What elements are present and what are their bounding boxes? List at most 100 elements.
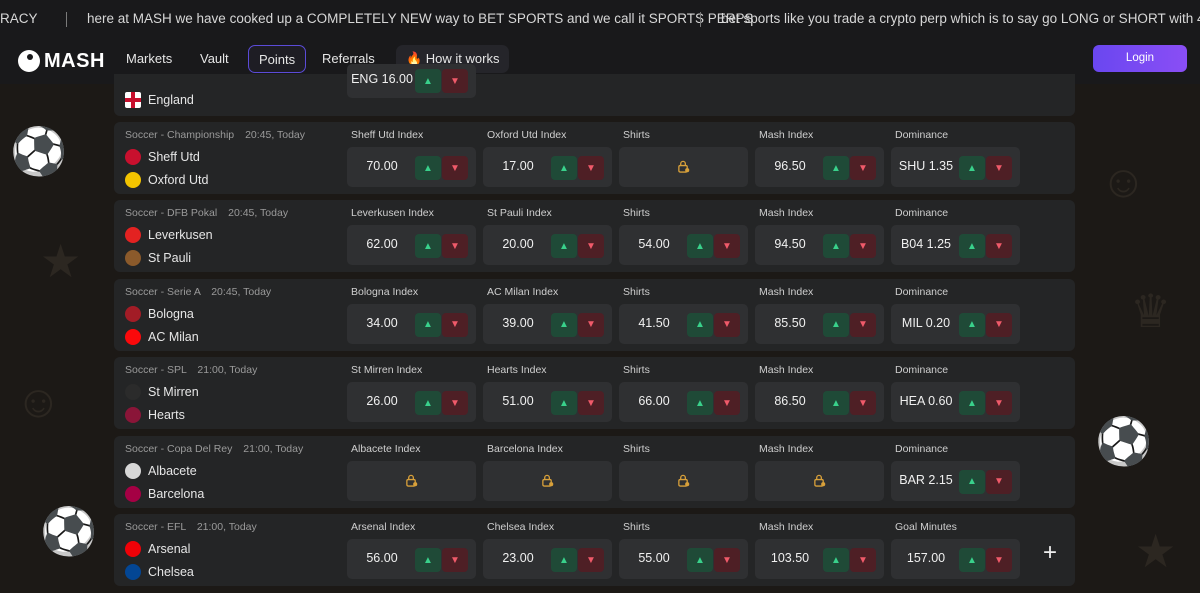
market-column: Mash Index 86.50 ▲ ▼ [755,357,885,429]
long-button[interactable]: ▲ [687,548,713,572]
long-button[interactable]: ▲ [823,156,849,180]
away-team: St Pauli [125,250,191,267]
market-label: Hearts Index [487,364,547,377]
long-button[interactable]: ▲ [959,469,985,494]
short-button[interactable]: ▼ [714,312,740,337]
market-box[interactable]: 17.00 ▲ ▼ [483,147,612,187]
nav-points[interactable]: Points [248,45,307,73]
long-button[interactable]: ▲ [959,391,985,416]
long-button[interactable]: ▲ [415,69,441,93]
nav-vault[interactable]: Vault [200,51,229,66]
long-button[interactable]: ▲ [823,391,849,416]
market-label: St Mirren Index [351,364,423,377]
short-button[interactable]: ▼ [578,548,604,572]
long-button[interactable]: ▲ [687,234,713,259]
mash-logo[interactable]: MASH [18,46,105,76]
market-box[interactable]: MIL 0.20 ▲ ▼ [891,303,1020,344]
long-button[interactable]: ▲ [959,156,985,180]
long-button[interactable]: ▲ [959,548,985,572]
long-button[interactable]: ▲ [687,391,713,416]
long-button[interactable]: ▲ [823,234,849,259]
long-button[interactable]: ▲ [823,312,849,337]
market-box[interactable]: 23.00 ▲ ▼ [483,539,612,579]
short-button[interactable]: ▼ [850,391,876,416]
short-button[interactable]: ▼ [578,391,604,416]
long-button[interactable]: ▲ [823,548,849,572]
nav-markets[interactable]: Markets [126,51,173,66]
long-button[interactable]: ▲ [551,156,577,180]
market-box[interactable]: 66.00 ▲ ▼ [619,382,748,423]
short-button[interactable]: ▼ [986,312,1012,337]
short-button[interactable]: ▼ [850,548,876,572]
market-box[interactable]: 55.00 ▲ ▼ [619,539,748,579]
market-box[interactable]: B04 1.25 ▲ ▼ [891,225,1020,266]
short-button[interactable]: ▼ [986,391,1012,416]
market-box[interactable]: 56.00 ▲ ▼ [347,539,476,579]
market-box[interactable]: SHU 1.35 ▲ ▼ [891,147,1020,187]
short-button[interactable]: ▼ [850,234,876,259]
market-box[interactable]: 96.50 ▲ ▼ [755,147,884,187]
market-box[interactable]: 94.50 ▲ ▼ [755,225,884,266]
market-box[interactable]: BAR 2.15 ▲ ▼ [891,460,1020,501]
short-button[interactable]: ▼ [986,548,1012,572]
team-name: Leverkusen [148,228,213,243]
nav-referrals[interactable]: Referrals [322,51,375,66]
long-button[interactable]: ▲ [551,234,577,259]
short-button[interactable]: ▼ [442,312,468,337]
long-button[interactable]: ▲ [687,312,713,337]
short-button[interactable]: ▼ [442,234,468,259]
market-column: Leverkusen Index 62.00 ▲ ▼ [347,200,477,272]
market-box[interactable]: 54.00 ▲ ▼ [619,225,748,266]
market-box[interactable]: 34.00 ▲ ▼ [347,303,476,344]
short-button[interactable]: ▼ [714,234,740,259]
market-box[interactable]: 103.50 ▲ ▼ [755,539,884,579]
market-box[interactable]: 51.00 ▲ ▼ [483,382,612,423]
short-button[interactable]: ▼ [578,156,604,180]
short-button[interactable]: ▼ [986,469,1012,494]
short-button[interactable]: ▼ [714,548,740,572]
market-box[interactable]: 70.00 ▲ ▼ [347,147,476,187]
short-button[interactable]: ▼ [442,548,468,572]
market-box[interactable]: HEA 0.60 ▲ ▼ [891,382,1020,423]
long-button[interactable]: ▲ [415,312,441,337]
away-team: Chelsea [125,564,194,580]
market-box-locked [619,460,748,501]
match-card: Soccer - SPL 21:00, Today St Mirren Hear… [114,357,1075,430]
long-button[interactable]: ▲ [415,156,441,180]
long-button[interactable]: ▲ [959,234,985,259]
long-button[interactable]: ▲ [551,312,577,337]
home-team: Arsenal [125,541,190,557]
long-button[interactable]: ▲ [551,548,577,572]
short-button[interactable]: ▼ [442,391,468,416]
add-icon[interactable]: + [1042,539,1057,566]
market-column: St Mirren Index 26.00 ▲ ▼ [347,357,477,429]
market-label: Oxford Utd Index [487,129,567,141]
long-button[interactable]: ▲ [551,391,577,416]
short-button[interactable]: ▼ [442,69,468,93]
short-button[interactable]: ▼ [850,312,876,337]
long-button[interactable]: ▲ [415,234,441,259]
market-box[interactable]: 85.50 ▲ ▼ [755,303,884,344]
long-button[interactable]: ▲ [959,312,985,337]
market-box[interactable]: 41.50 ▲ ▼ [619,303,748,344]
short-button[interactable]: ▼ [714,391,740,416]
login-button[interactable]: Login [1093,45,1187,72]
market-box[interactable]: 20.00 ▲ ▼ [483,225,612,266]
market-box[interactable]: 39.00 ▲ ▼ [483,303,612,344]
long-button[interactable]: ▲ [415,391,441,416]
long-button[interactable]: ▲ [415,548,441,572]
match-meta: Soccer - Copa Del Rey 21:00, Today [125,443,303,455]
short-button[interactable]: ▼ [986,156,1012,180]
market-label: Mash Index [759,285,814,298]
market-column: Mash Index 96.50 ▲ ▼ [755,122,885,194]
market-box[interactable]: 26.00 ▲ ▼ [347,382,476,423]
market-box[interactable]: 86.50 ▲ ▼ [755,382,884,423]
short-button[interactable]: ▼ [578,312,604,337]
short-button[interactable]: ▼ [850,156,876,180]
market-box[interactable]: 62.00 ▲ ▼ [347,225,476,266]
market-box[interactable]: ENG 16.00 ▲ ▼ [347,64,476,98]
short-button[interactable]: ▼ [578,234,604,259]
short-button[interactable]: ▼ [986,234,1012,259]
short-button[interactable]: ▼ [442,156,468,180]
market-box[interactable]: 157.00 ▲ ▼ [891,539,1020,579]
